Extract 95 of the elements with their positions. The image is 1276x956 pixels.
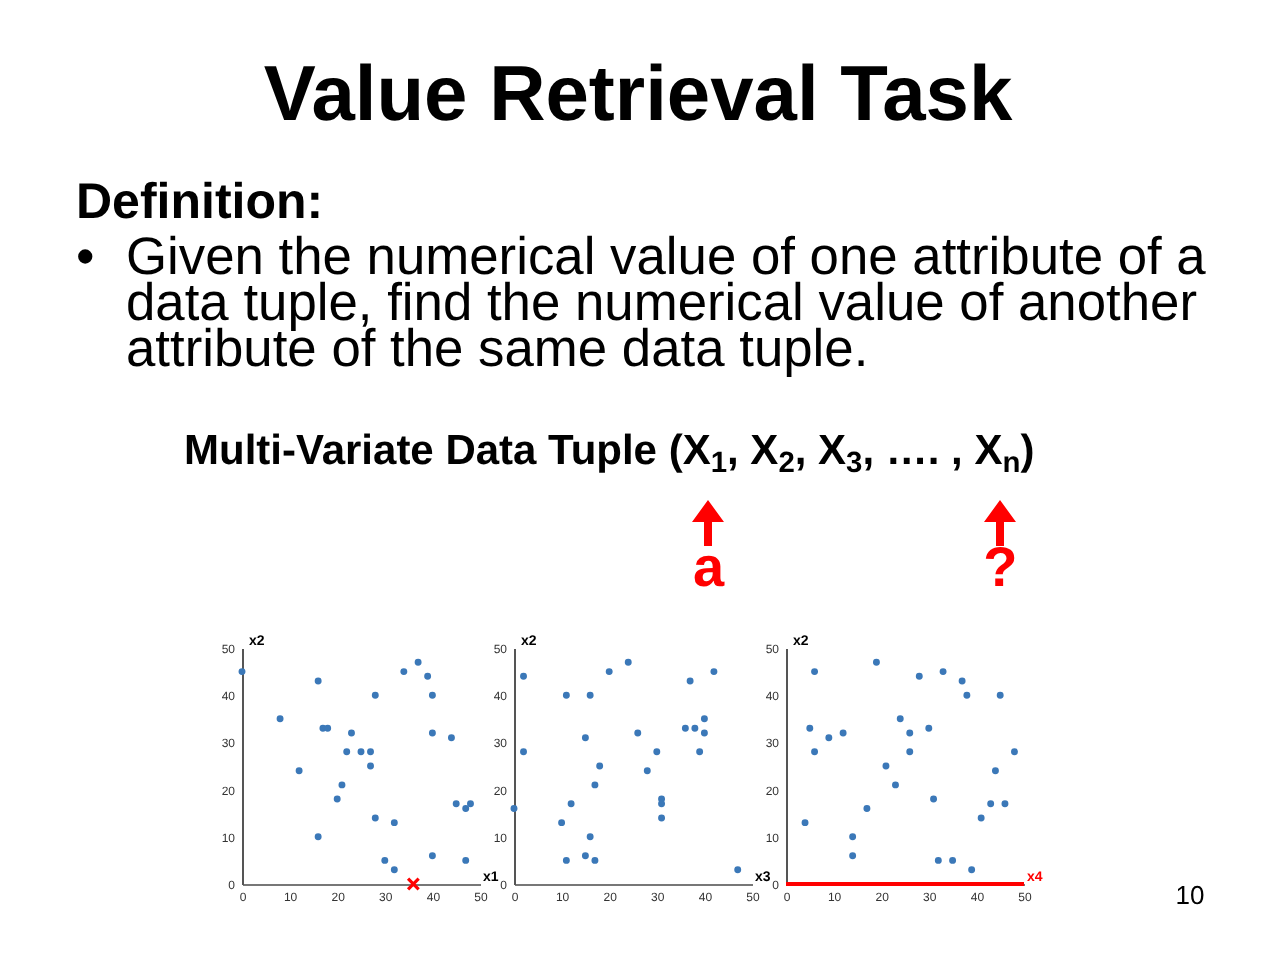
point xyxy=(696,748,704,756)
point xyxy=(343,748,351,756)
point xyxy=(686,677,694,685)
point xyxy=(314,833,322,841)
point xyxy=(710,668,718,676)
point xyxy=(462,856,470,864)
point xyxy=(424,672,432,680)
point xyxy=(906,748,914,756)
point xyxy=(357,748,365,756)
point xyxy=(567,800,575,808)
point xyxy=(977,814,985,822)
point xyxy=(915,672,923,680)
point xyxy=(581,734,589,742)
text: Value Retrieval Task xyxy=(261,52,1015,140)
point xyxy=(925,724,933,732)
point xyxy=(520,748,527,756)
point xyxy=(658,800,666,808)
point xyxy=(996,691,1004,699)
point xyxy=(338,781,346,789)
text: Definition: xyxy=(76,172,324,232)
point xyxy=(390,866,398,874)
point xyxy=(991,767,999,775)
point xyxy=(381,856,389,864)
point xyxy=(949,856,957,864)
point xyxy=(406,877,421,891)
point xyxy=(892,781,899,789)
point xyxy=(806,724,814,732)
point xyxy=(734,866,742,874)
point xyxy=(934,856,942,864)
point xyxy=(634,729,642,737)
point xyxy=(658,814,666,822)
point xyxy=(801,819,809,827)
point xyxy=(367,762,374,770)
point xyxy=(452,800,460,808)
point xyxy=(276,715,284,723)
point xyxy=(586,833,594,841)
point xyxy=(643,767,651,775)
point xyxy=(963,691,971,699)
point xyxy=(558,819,566,827)
point xyxy=(428,729,436,737)
point xyxy=(467,800,474,808)
point xyxy=(562,856,570,864)
point xyxy=(605,668,613,676)
point xyxy=(1011,748,1018,756)
point xyxy=(428,852,436,860)
point xyxy=(414,658,422,666)
point xyxy=(968,866,976,874)
point xyxy=(958,677,966,685)
text: a xyxy=(693,536,725,598)
point xyxy=(324,724,332,732)
point xyxy=(333,795,341,803)
point xyxy=(1001,800,1009,808)
text: • Given the numerical value of one attribute of a data tuple, find the numerical value of another attribute of the same data tuple. xyxy=(76,226,1208,378)
point xyxy=(691,724,699,732)
point xyxy=(882,762,890,770)
point xyxy=(700,729,708,737)
point xyxy=(839,729,847,737)
point xyxy=(447,734,455,742)
point xyxy=(700,715,708,723)
point xyxy=(849,833,857,841)
text: Multi-Variate Data Tuple (X$_{1}$, X$_{2}$, X$_{3}$, …. , X$_{n}$) xyxy=(184,428,1035,481)
point xyxy=(591,856,599,864)
point xyxy=(238,668,246,676)
point xyxy=(371,691,379,699)
point xyxy=(510,805,518,812)
point xyxy=(314,677,322,685)
point xyxy=(825,734,833,742)
point xyxy=(811,748,819,756)
point xyxy=(624,658,632,666)
point xyxy=(896,715,904,723)
point xyxy=(987,800,995,808)
text: ? xyxy=(983,536,1018,598)
point xyxy=(562,691,570,699)
point xyxy=(596,762,604,770)
point xyxy=(872,658,880,666)
point xyxy=(653,748,661,756)
point xyxy=(348,729,355,737)
point xyxy=(906,729,914,737)
point xyxy=(295,767,303,775)
point xyxy=(371,814,379,822)
point xyxy=(849,852,857,860)
point xyxy=(462,805,470,812)
point xyxy=(939,668,947,676)
point xyxy=(581,852,589,860)
point xyxy=(400,668,408,676)
point xyxy=(681,724,689,732)
point xyxy=(367,748,374,756)
point xyxy=(930,795,938,803)
point xyxy=(591,781,599,789)
point xyxy=(520,672,527,680)
point xyxy=(428,691,436,699)
point xyxy=(390,819,398,827)
point xyxy=(863,805,871,812)
point xyxy=(811,668,819,676)
point xyxy=(586,691,594,699)
